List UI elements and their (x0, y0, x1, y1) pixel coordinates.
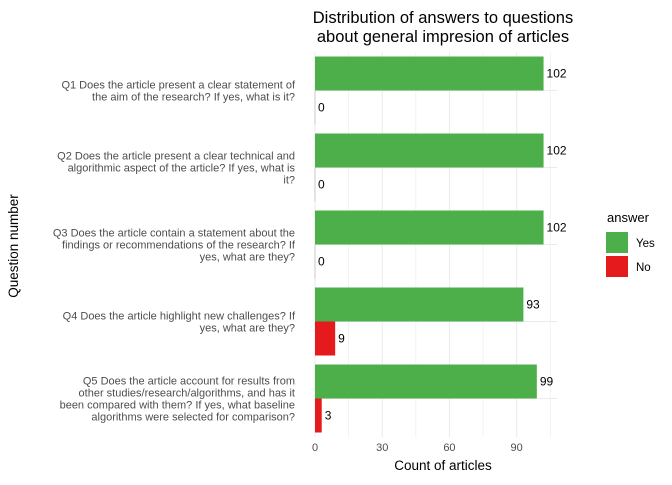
bar-q5-yes (315, 364, 537, 399)
value-label-q2-no: 0 (318, 178, 325, 192)
chart-title: Distribution of answers to questionsabou… (313, 9, 573, 46)
x-tick-label: 60 (443, 442, 455, 454)
legend-label-yes: Yes (636, 238, 655, 250)
bar-q3-yes (315, 210, 544, 245)
value-label-q3-no: 0 (318, 255, 325, 269)
bar-q4-yes (315, 287, 524, 322)
bar-q5-no (315, 398, 322, 433)
x-tick-labels: 0 30 60 90 (312, 442, 523, 454)
value-label-q4-yes: 93 (526, 298, 540, 312)
category-labels: Q1 Does the article present a clear stat… (53, 80, 296, 424)
x-tick-label: 30 (376, 442, 388, 454)
category-label-q1: Q1 Does the article present a clear stat… (61, 80, 296, 92)
x-tick-label: 0 (312, 442, 318, 454)
category-label-q2: it? (283, 175, 295, 187)
value-label-q1-yes: 102 (547, 67, 567, 81)
chart-title-line: Distribution of answers to questions (313, 9, 573, 27)
chart-title-line: about general impresion of articles (317, 28, 569, 46)
legend: answer Yes No (606, 210, 655, 277)
legend-title: answer (607, 210, 650, 225)
category-label-q1: the aim of the research? If yes, what is… (92, 92, 295, 104)
legend-label-no: No (636, 262, 651, 274)
value-label-q3-yes: 102 (547, 221, 567, 235)
x-tick-label: 90 (511, 442, 523, 454)
legend-swatch-yes (606, 232, 628, 253)
category-label-q5: algorithms were selected for comparison? (91, 412, 295, 424)
bar-q4-no (315, 321, 336, 356)
value-label-q1-no: 0 (318, 101, 325, 115)
bar-q2-yes (315, 133, 544, 168)
category-label-q2: Q2 Does the article present a clear tech… (57, 151, 295, 163)
category-label-q3: yes, what are they? (200, 252, 295, 264)
legend-swatch-no (606, 256, 628, 277)
value-label-q4-no: 9 (338, 332, 345, 346)
category-label-q4: yes, what are they? (200, 323, 295, 335)
category-label-q2: algorithmic aspect of the article? If ye… (68, 163, 296, 175)
bar-q1-yes (315, 56, 544, 91)
bars (314, 56, 544, 433)
y-axis-title: Question number (6, 194, 21, 298)
x-axis-title: Count of articles (394, 458, 492, 473)
category-label-q5: Q5 Does the article account for results … (83, 376, 295, 388)
category-label-q3: Q3 Does the article contain a statement … (53, 228, 295, 240)
value-label-q5-yes: 99 (540, 375, 554, 389)
category-label-q5: other studies/research/algorithms, and h… (79, 388, 295, 400)
category-label-q3: findings or recommendations of the resea… (62, 240, 296, 252)
value-label-q5-no: 3 (325, 409, 332, 423)
category-label-q4: Q4 Does the article highlight new challe… (63, 311, 296, 323)
category-label-q5: been compared with them? If yes, what ba… (60, 400, 295, 412)
value-label-q2-yes: 102 (547, 144, 567, 158)
